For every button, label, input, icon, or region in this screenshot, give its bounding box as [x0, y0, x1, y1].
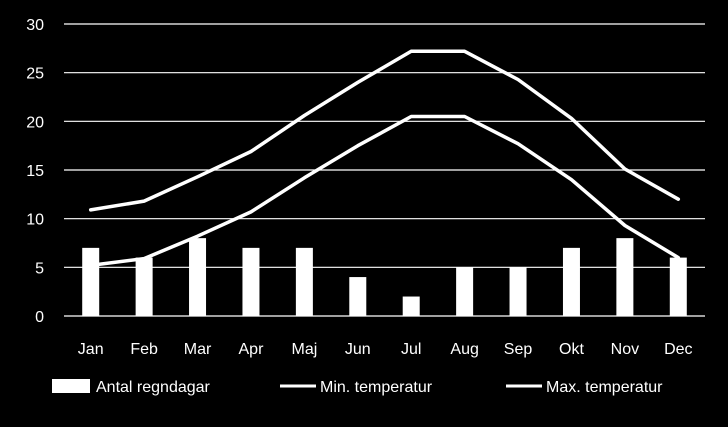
x-tick-label: Mar [184, 341, 212, 358]
x-tick-label: Sep [504, 341, 533, 358]
bar [456, 267, 474, 316]
x-tick-label: Jan [78, 341, 104, 358]
x-tick-label: Apr [239, 341, 265, 358]
y-tick-label: 15 [26, 163, 44, 180]
x-tick-label: Maj [291, 341, 317, 358]
bar [82, 247, 100, 316]
bar [669, 257, 687, 316]
bar [562, 247, 580, 316]
gridlines [64, 23, 705, 317]
x-tick-label: Jun [345, 341, 371, 358]
bar-series [82, 238, 687, 316]
bar [242, 247, 260, 316]
bar [295, 247, 313, 316]
y-tick-label: 30 [26, 17, 44, 34]
legend-label: Max. temperatur [546, 379, 663, 396]
legend-label: Min. temperatur [320, 379, 433, 396]
x-axis-ticks: Jan Feb Mar Apr Maj Jun Jul Aug Sep Okt Nov Dec [78, 341, 693, 358]
bar [349, 277, 367, 316]
y-tick-label: 20 [26, 114, 44, 131]
x-tick-label: Feb [130, 341, 158, 358]
y-tick-label: 25 [26, 66, 44, 83]
bar [135, 257, 153, 316]
x-tick-label: Jul [401, 341, 421, 358]
y-tick-label: 5 [35, 260, 44, 277]
bar [189, 238, 207, 316]
y-tick-label: 0 [35, 309, 44, 326]
x-tick-label: Nov [611, 341, 639, 358]
y-axis-ticks: 0 5 10 15 20 25 30 [26, 17, 44, 326]
bar [509, 267, 527, 316]
legend-label: Antal regndagar [96, 379, 211, 396]
line-series [88, 49, 681, 268]
bar [402, 296, 420, 316]
x-tick-label: Aug [450, 341, 478, 358]
series-line-max [88, 49, 681, 212]
legend-swatch-bar [52, 379, 90, 393]
series-line-min [88, 114, 681, 268]
x-tick-label: Okt [559, 341, 584, 358]
bar [616, 238, 634, 316]
y-tick-label: 10 [26, 212, 44, 229]
legend: Antal regndagar Min. temperatur Max. tempe… [52, 379, 663, 396]
x-tick-label: Dec [664, 341, 692, 358]
